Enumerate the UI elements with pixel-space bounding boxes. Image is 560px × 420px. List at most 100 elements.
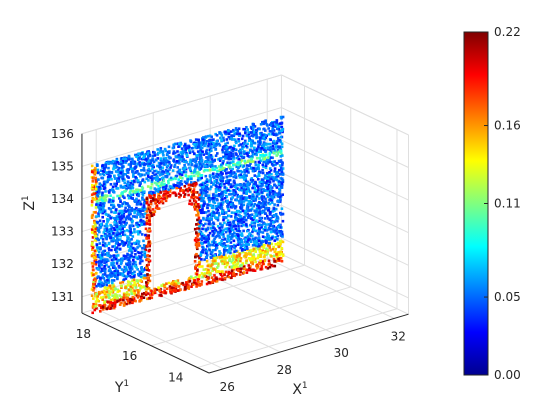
cloud-point: [209, 154, 213, 157]
cloud-point: [179, 186, 182, 190]
cloud-point: [242, 200, 246, 203]
cloud-point: [130, 206, 133, 210]
cloud-point: [102, 220, 105, 223]
cloud-point: [131, 279, 134, 282]
cloud-point: [150, 214, 154, 217]
cloud-point: [180, 183, 184, 186]
cloud-point: [178, 288, 181, 292]
cloud-point: [108, 296, 111, 300]
cloud-point: [259, 154, 262, 157]
cloud-point: [143, 198, 146, 202]
cloud-point: [239, 245, 243, 248]
cloud-point: [189, 139, 192, 142]
cloud-point: [139, 208, 143, 211]
cloud-point: [120, 260, 123, 263]
cloud-point: [273, 259, 277, 263]
cloud-point: [273, 239, 277, 242]
cloud-point: [193, 169, 196, 172]
cloud-point: [268, 218, 271, 222]
cloud-point: [190, 163, 193, 167]
cloud-point: [168, 188, 172, 191]
cloud-point: [205, 249, 208, 253]
cloud-point: [103, 234, 106, 238]
cloud-point: [133, 289, 136, 292]
cloud-point: [102, 208, 105, 211]
cloud-point: [242, 145, 246, 149]
cloud-point: [262, 121, 266, 125]
cloud-point: [156, 153, 159, 156]
cloud-point: [263, 156, 267, 159]
cloud-point: [238, 132, 241, 135]
cloud-point: [187, 193, 190, 197]
cloud-point: [171, 186, 174, 190]
cloud-point: [198, 178, 202, 181]
cloud-point: [255, 136, 259, 139]
cloud-point: [264, 162, 268, 166]
cloud-point: [194, 265, 197, 269]
cloud-point: [198, 152, 202, 156]
cloud-point: [177, 285, 181, 288]
cloud-point: [279, 115, 283, 119]
cloud-point: [223, 242, 226, 245]
cloud-point: [142, 239, 145, 243]
cloud-point: [257, 163, 260, 167]
cloud-point: [274, 163, 277, 167]
cloud-point: [124, 173, 127, 176]
cloud-point: [279, 256, 283, 260]
cloud-point: [125, 291, 129, 294]
cloud-point: [229, 203, 233, 206]
cloud-point: [115, 262, 119, 265]
cloud-point: [273, 190, 276, 194]
cloud-point: [98, 190, 101, 194]
cloud-point: [136, 225, 140, 228]
cloud-point: [226, 234, 230, 238]
cloud-point: [134, 153, 137, 157]
cloud-point: [214, 235, 217, 239]
cloud-point: [265, 172, 269, 175]
cloud-point: [266, 250, 269, 254]
cloud-point: [240, 232, 244, 235]
cloud-point: [120, 192, 123, 195]
cloud-point: [272, 227, 275, 231]
cloud-point: [232, 154, 235, 158]
cloud-point: [180, 171, 184, 175]
cloud-point: [179, 142, 183, 146]
cloud-point: [276, 127, 279, 131]
cloud-point: [281, 127, 285, 131]
cloud-point: [127, 176, 130, 179]
cloud-point: [203, 168, 207, 172]
cloud-point: [130, 292, 133, 295]
axes-lines: [81, 133, 409, 374]
cloud-point: [147, 269, 151, 272]
cloud-point: [275, 141, 279, 145]
cloud-point: [110, 171, 114, 174]
cloud-point: [198, 193, 201, 197]
cloud-point: [191, 277, 195, 280]
cloud-point: [130, 298, 134, 301]
cloud-point: [225, 172, 228, 175]
cloud-point: [265, 181, 268, 185]
cloud-point: [241, 145, 244, 148]
cloud-point: [133, 166, 136, 170]
cloud-point: [189, 158, 192, 162]
cloud-point: [238, 254, 241, 258]
cloud-point: [264, 160, 268, 163]
cloud-point: [102, 187, 106, 190]
cloud-point: [245, 126, 248, 129]
cloud-point: [187, 163, 190, 166]
cloud-point: [199, 158, 202, 161]
cloud-point: [182, 283, 185, 287]
cloud-point: [116, 194, 119, 198]
cloud-point: [114, 217, 118, 220]
cloud-point: [202, 227, 206, 231]
cloud-point: [192, 193, 195, 196]
cloud-point: [241, 134, 245, 138]
cloud-point: [263, 255, 266, 258]
cloud-point: [193, 208, 197, 211]
cloud-point: [266, 179, 269, 183]
cloud-point: [91, 246, 95, 249]
cloud-point: [225, 187, 228, 190]
cloud-point: [218, 183, 222, 186]
cloud-point: [147, 160, 150, 164]
cloud-point: [194, 275, 198, 279]
